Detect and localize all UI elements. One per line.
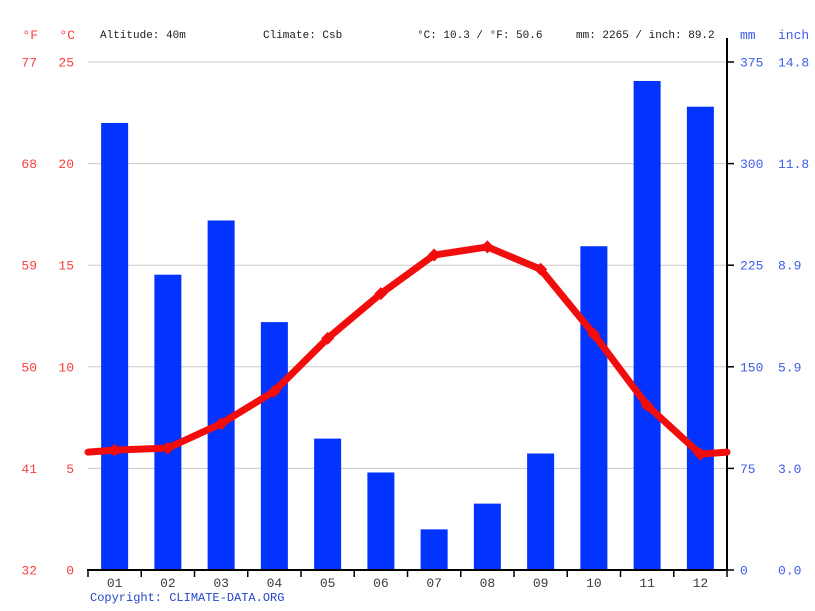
- month-label: 12: [693, 576, 709, 591]
- c-axis-label: 15: [58, 259, 74, 274]
- temperature-marker: [108, 443, 122, 457]
- month-label: 03: [213, 576, 229, 591]
- c-axis-label: 5: [66, 462, 74, 477]
- f-axis-label: 50: [21, 360, 37, 375]
- temperature-marker: [214, 417, 228, 431]
- inch-axis-label: 3.0: [778, 462, 801, 477]
- temperature-marker: [693, 447, 707, 461]
- month-label: 05: [320, 576, 336, 591]
- c-axis-label: 0: [66, 564, 74, 579]
- mm-axis-label: 300: [740, 157, 763, 172]
- inch-axis-label: 11.8: [778, 157, 809, 172]
- precip-bar: [686, 106, 714, 570]
- c-axis-label: 20: [58, 157, 74, 172]
- temperature-marker: [161, 441, 175, 455]
- month-label: 10: [586, 576, 602, 591]
- climate-data-link[interactable]: CLIMATE-DATA.ORG: [169, 591, 285, 605]
- c-axis-label: 25: [58, 56, 74, 71]
- mm-axis-label: 75: [740, 462, 756, 477]
- inch-axis-label: 5.9: [778, 360, 801, 375]
- f-axis-label: 41: [21, 462, 37, 477]
- climate-class-label: Climate: Csb: [263, 30, 343, 42]
- precipitation-summary-label: mm: 2265 / inch: 89.2: [576, 30, 715, 42]
- temperature-marker: [374, 287, 388, 301]
- precip-bar: [154, 274, 182, 570]
- altitude-label: Altitude: 40m: [100, 30, 186, 42]
- temperature-marker: [480, 240, 494, 254]
- precip-bar: [101, 122, 129, 571]
- f-axis-label: 59: [21, 259, 37, 274]
- precip-bar: [633, 80, 661, 570]
- precip-bar: [207, 220, 235, 570]
- temperature-marker: [534, 262, 548, 276]
- month-label: 01: [107, 576, 123, 591]
- mm-axis-label: 0: [740, 564, 748, 579]
- mm-axis-label: 375: [740, 56, 763, 71]
- precip-bar: [367, 472, 395, 570]
- temperature-marker: [321, 331, 335, 345]
- precip-bar: [580, 246, 608, 570]
- mm-axis-label: 150: [740, 360, 763, 375]
- temperature-marker: [587, 327, 601, 341]
- temperature-marker: [640, 398, 654, 412]
- inch-axis-label: 0.0: [778, 564, 801, 579]
- c-axis-label: 10: [58, 360, 74, 375]
- month-label: 04: [267, 576, 283, 591]
- month-label: 06: [373, 576, 389, 591]
- month-label: 08: [480, 576, 496, 591]
- mm-axis-label: 225: [740, 259, 763, 274]
- temperature-marker: [267, 384, 281, 398]
- f-axis-label: 68: [21, 157, 37, 172]
- f-axis-label: 32: [21, 564, 37, 579]
- precip-bar: [473, 503, 501, 570]
- month-label: 11: [639, 576, 655, 591]
- inch-axis-label: 14.8: [778, 56, 809, 71]
- temperature-marker: [427, 248, 441, 262]
- precip-bar: [420, 529, 448, 570]
- month-label: 07: [426, 576, 442, 591]
- mm-unit-label: mm: [740, 28, 756, 43]
- month-label: 09: [533, 576, 549, 591]
- fahrenheit-unit-label: °F: [22, 28, 38, 43]
- precip-bar: [527, 453, 555, 570]
- copyright-label: Copyright:: [90, 591, 170, 605]
- precip-bar: [314, 438, 342, 570]
- temperature-line: [84, 243, 731, 458]
- f-axis-label: 77: [21, 56, 37, 71]
- copyright: Copyright: CLIMATE-DATA.ORG: [90, 591, 284, 605]
- celsius-unit-label: °C: [59, 28, 75, 43]
- month-label: 02: [160, 576, 176, 591]
- temperature-summary-label: °C: 10.3 / °F: 50.6: [417, 30, 543, 42]
- inch-axis-label: 8.9: [778, 259, 801, 274]
- precip-bar: [260, 322, 288, 570]
- inch-unit-label: inch: [778, 28, 810, 43]
